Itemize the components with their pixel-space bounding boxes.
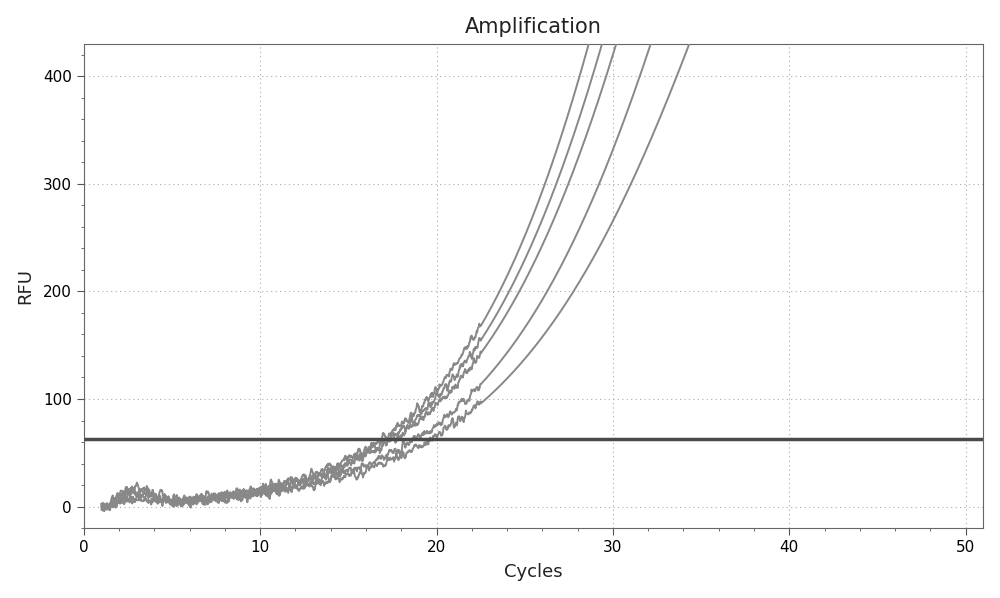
Title: Amplification: Amplification: [465, 17, 602, 36]
X-axis label: Cycles: Cycles: [504, 563, 563, 581]
Y-axis label: RFU: RFU: [17, 268, 35, 304]
